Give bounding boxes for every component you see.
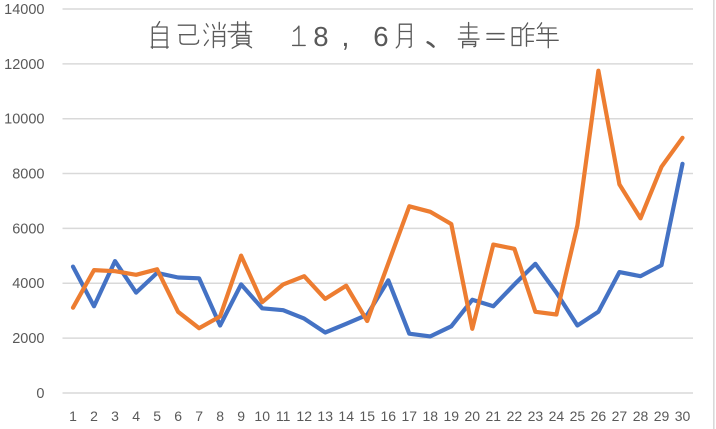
svg-text:8: 8: [216, 408, 224, 424]
svg-text:4: 4: [132, 408, 140, 424]
svg-text:2: 2: [90, 408, 98, 424]
svg-text:10: 10: [254, 408, 270, 424]
svg-text:1: 1: [69, 408, 77, 424]
svg-text:6: 6: [174, 408, 182, 424]
svg-text:8000: 8000: [12, 166, 44, 182]
svg-text:30: 30: [675, 408, 691, 424]
svg-text:11: 11: [276, 408, 291, 424]
svg-text:7: 7: [195, 408, 203, 424]
svg-text:14000: 14000: [4, 2, 44, 18]
svg-text:23: 23: [528, 408, 544, 424]
svg-text:20: 20: [465, 408, 481, 424]
svg-text:,: ,: [341, 20, 349, 53]
svg-text:12000: 12000: [4, 57, 44, 73]
svg-text:27: 27: [612, 408, 628, 424]
svg-text:14: 14: [338, 408, 354, 424]
svg-text:19: 19: [444, 408, 460, 424]
svg-text:22: 22: [507, 408, 523, 424]
svg-text:29: 29: [654, 408, 670, 424]
svg-text:13: 13: [317, 408, 333, 424]
svg-text:2000: 2000: [12, 331, 44, 347]
svg-text:21: 21: [486, 408, 502, 424]
svg-text:9: 9: [237, 408, 245, 424]
svg-text:25: 25: [570, 408, 586, 424]
svg-text:17: 17: [402, 408, 418, 424]
svg-text:0: 0: [36, 386, 44, 402]
svg-text:6: 6: [373, 21, 388, 52]
svg-text:3: 3: [111, 408, 119, 424]
svg-text:28: 28: [633, 408, 649, 424]
svg-text:6000: 6000: [12, 221, 44, 237]
svg-text:12: 12: [296, 408, 312, 424]
svg-text:26: 26: [591, 408, 607, 424]
svg-text:15: 15: [359, 408, 375, 424]
svg-text:5: 5: [153, 408, 161, 424]
svg-text:4000: 4000: [12, 276, 44, 292]
svg-text:10000: 10000: [4, 112, 44, 128]
svg-text:18: 18: [423, 408, 439, 424]
svg-text:16: 16: [381, 408, 397, 424]
svg-text:8: 8: [313, 21, 328, 52]
svg-text:24: 24: [549, 408, 565, 424]
